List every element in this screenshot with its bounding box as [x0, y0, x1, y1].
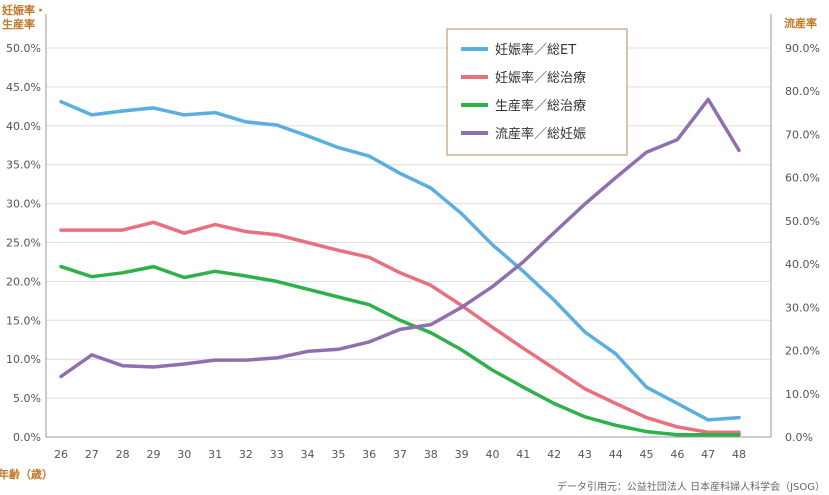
legend-label: 妊娠率／総治療: [495, 70, 586, 86]
right-tick-label: 40.0%: [785, 258, 820, 271]
x-tick-label: 36: [362, 448, 376, 461]
series-line-2: [59, 220, 741, 435]
left-tick-label: 50.0%: [6, 42, 41, 55]
x-tick-label: 32: [239, 448, 253, 461]
left-tick-label: 30.0%: [6, 198, 41, 211]
axes: [45, 14, 772, 438]
source-note: データ引用元：公益社団法人 日本産科婦人科学会（JSOG）: [557, 480, 825, 493]
right-tick-label: 80.0%: [785, 85, 820, 98]
right-tick-label: 10.0%: [785, 388, 820, 401]
x-tick-label: 28: [116, 448, 130, 461]
gridlines: [46, 47, 771, 438]
series-line-1: [59, 99, 741, 422]
left-tick-label: 15.0%: [6, 314, 41, 327]
legend-label: 流産率／総妊娠: [495, 126, 586, 142]
x-tick-label: 39: [455, 448, 469, 461]
left-tick-label: 45.0%: [6, 81, 41, 94]
right-tick-label: 90.0%: [785, 42, 820, 55]
left-axis-title-line2: 生産率: [2, 17, 35, 31]
left-tick-label: 25.0%: [6, 237, 41, 250]
right-tick-label: 70.0%: [785, 128, 820, 141]
x-tick-label: 44: [609, 448, 623, 461]
x-tick-label: 46: [670, 448, 684, 461]
x-tick-label: 33: [270, 448, 284, 461]
legend-label: 妊娠率／総ET: [495, 42, 576, 58]
series-line-4: [59, 97, 741, 379]
left-y-ticks: 0.0% 5.0% 10.0% 15.0% 20.0% 25.0% 30.0% 35.0% 40…: [6, 42, 41, 444]
legend-label: 生産率／総治療: [495, 98, 586, 114]
x-tick-label: 31: [208, 448, 222, 461]
left-tick-label: 10.0%: [6, 353, 41, 366]
x-tick-label: 29: [146, 448, 160, 461]
x-tick-label: 45: [640, 448, 654, 461]
x-axis-title: 年齢（歳）: [0, 467, 53, 481]
x-tick-label: 37: [393, 448, 407, 461]
left-tick-label: 0.0%: [13, 431, 41, 444]
right-axis-title: 流産率: [784, 16, 817, 30]
x-tick-label: 43: [578, 448, 592, 461]
x-tick-label: 41: [516, 448, 530, 461]
x-ticks: 26 27 28 29 30 31 32 33 34 35 36 37 38 39 40 41 42 43 44 45…: [54, 448, 746, 461]
x-tick-label: 27: [85, 448, 99, 461]
x-tick-label: 26: [54, 448, 68, 461]
right-y-ticks: 0.0% 10.0% 20.0% 30.0% 40.0% 50.0% 60.0% 70.0% 8…: [785, 42, 820, 444]
x-tick-label: 30: [177, 448, 191, 461]
x-tick-label: 40: [485, 448, 499, 461]
left-tick-label: 40.0%: [6, 120, 41, 133]
x-tick-label: 47: [701, 448, 715, 461]
right-tick-label: 30.0%: [785, 301, 820, 314]
x-tick-label: 35: [331, 448, 345, 461]
series-lines: [59, 97, 741, 437]
x-tick-label: 34: [301, 448, 315, 461]
left-tick-label: 5.0%: [13, 392, 41, 405]
right-tick-label: 0.0%: [785, 431, 813, 444]
left-tick-label: 20.0%: [6, 275, 41, 288]
left-tick-label: 35.0%: [6, 159, 41, 172]
x-tick-label: 48: [732, 448, 746, 461]
series-line-3: [59, 264, 741, 437]
x-tick-label: 42: [547, 448, 561, 461]
left-axis-title-line1: 妊娠率・: [2, 3, 46, 17]
right-tick-label: 20.0%: [785, 345, 820, 358]
right-tick-label: 60.0%: [785, 172, 820, 185]
right-tick-label: 50.0%: [785, 215, 820, 228]
x-tick-label: 38: [424, 448, 438, 461]
